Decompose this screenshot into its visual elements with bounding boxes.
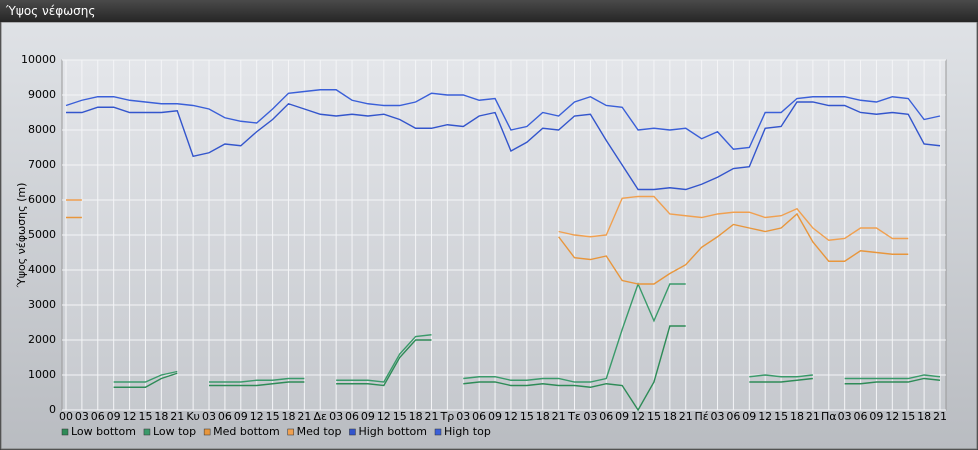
legend-swatch	[434, 428, 442, 436]
x-tick-label: 12	[758, 410, 772, 423]
x-tick-label: 03	[75, 410, 89, 423]
y-tick-label: 5000	[28, 228, 56, 241]
x-tick-label: 06	[218, 410, 232, 423]
x-tick-label: 09	[869, 410, 883, 423]
x-tick-label: 12	[631, 410, 645, 423]
x-tick-label: Πα	[821, 410, 837, 423]
legend-swatch	[287, 428, 294, 436]
x-tick-label: 21	[933, 410, 947, 423]
y-tick-label: 1000	[28, 368, 56, 381]
x-tick-label: 18	[409, 410, 423, 423]
chart: Ύψος νέφωσης (m) 0 1000 2000 3000 4000 5000 60…	[0, 22, 978, 450]
y-axis-label: Ύψος νέφωσης (m)	[15, 183, 28, 289]
x-tick-label: 03	[838, 410, 852, 423]
legend-label: Low bottom	[71, 425, 136, 438]
title-bar: Ύψος νέφωσης	[0, 0, 978, 22]
x-tick-label: 21	[806, 410, 820, 423]
x-tick-label: 09	[742, 410, 756, 423]
x-tick-label: 21	[170, 410, 184, 423]
series-line	[66, 195, 909, 241]
legend-label: High bottom	[358, 425, 427, 438]
legend-swatch	[143, 428, 151, 436]
legend-swatch	[349, 428, 356, 436]
x-tick-label: 09	[107, 410, 121, 423]
x-tick-label: 15	[393, 410, 407, 423]
x-tick-label: 09	[361, 410, 375, 423]
x-tick-label: 21	[679, 410, 693, 423]
x-tick-label: 12	[377, 410, 391, 423]
x-tick-label: 12	[123, 410, 137, 423]
x-tick-label: 18	[663, 410, 677, 423]
y-tick-label: 10000	[21, 53, 56, 66]
x-tick-label: 21	[297, 410, 311, 423]
x-tick-label: 09	[615, 410, 629, 423]
x-tick-label: 09	[234, 410, 248, 423]
x-tick-label: 15	[138, 410, 152, 423]
x-tick-label: Κυ	[186, 410, 200, 423]
legend-label: Med bottom	[213, 425, 280, 438]
x-tick-label: 15	[901, 410, 915, 423]
x-tick-label: 18	[790, 410, 804, 423]
x-tick-label: 12	[885, 410, 899, 423]
x-tick-label: 03	[456, 410, 470, 423]
x-tick-label: 06	[472, 410, 486, 423]
y-tick-label: 2000	[28, 333, 56, 346]
legend-label: Low top	[153, 425, 196, 438]
x-tick-label: 06	[726, 410, 740, 423]
x-tick-label: 15	[266, 410, 280, 423]
series-line	[66, 212, 909, 285]
y-tick-label: 4000	[28, 263, 56, 276]
x-tick-label: 15	[647, 410, 661, 423]
x-tick-label: 15	[774, 410, 788, 423]
x-tick-label: 03	[329, 410, 343, 423]
x-tick-label: 12	[504, 410, 518, 423]
x-tick-label: Τρ	[440, 410, 455, 423]
x-tick-label: 00	[59, 410, 73, 423]
x-tick-label: 06	[854, 410, 868, 423]
x-tick-label: 03	[583, 410, 597, 423]
x-tick-label: 15	[520, 410, 534, 423]
y-tick-label: 8000	[28, 123, 56, 136]
y-tick-label: 0	[49, 403, 56, 416]
series-line	[66, 101, 941, 191]
x-tick-label: 21	[552, 410, 566, 423]
y-tick-label: 6000	[28, 193, 56, 206]
x-tick-label: 03	[202, 410, 216, 423]
legend-label: High top	[444, 425, 491, 438]
series-line	[65, 89, 941, 150]
x-tick-label: Πέ	[695, 410, 709, 423]
legend-swatch	[61, 428, 69, 436]
x-tick-label: 21	[424, 410, 438, 423]
y-tick-label: 3000	[28, 298, 56, 311]
x-tick-label: 06	[345, 410, 359, 423]
x-tick-label: 18	[917, 410, 931, 423]
x-tick-label: 06	[599, 410, 613, 423]
series-line	[113, 282, 941, 383]
x-tick-label: 12	[250, 410, 264, 423]
x-tick-label: Τε	[567, 410, 581, 423]
x-tick-label: 03	[711, 410, 725, 423]
x-tick-label: 18	[281, 410, 295, 423]
series-line	[113, 325, 941, 412]
legend-label: Med top	[297, 425, 342, 438]
legend-swatch	[203, 428, 211, 436]
x-tick-label: 09	[488, 410, 502, 423]
x-tick-label: 06	[91, 410, 105, 423]
x-tick-label: 18	[154, 410, 168, 423]
x-tick-label: 18	[536, 410, 550, 423]
y-tick-label: 9000	[28, 88, 56, 101]
y-tick-label: 7000	[28, 158, 56, 171]
x-tick-label: Δε	[314, 410, 328, 423]
